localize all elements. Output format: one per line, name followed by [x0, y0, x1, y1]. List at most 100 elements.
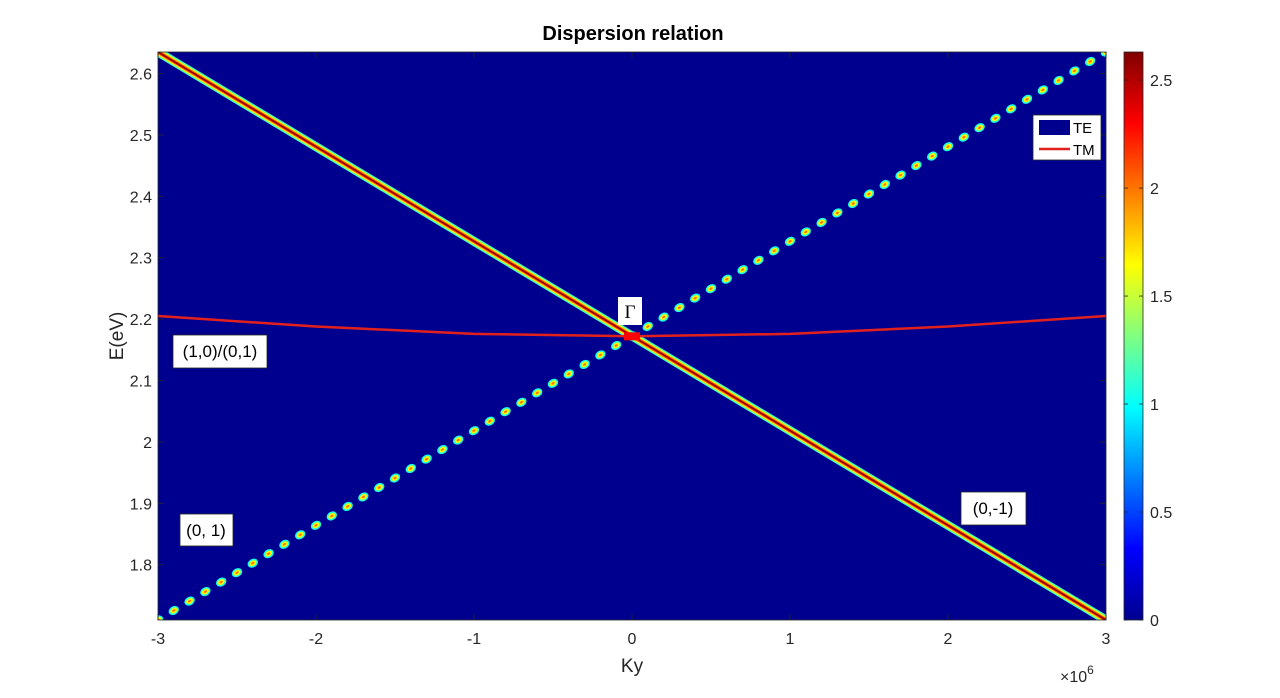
te-branch-dot-peak: [867, 192, 871, 196]
te-branch-dot-peak: [946, 145, 950, 149]
te-branch-dot: [848, 198, 859, 209]
te-branch-dot-peak: [1025, 97, 1029, 101]
te-branch-dot-peak: [661, 315, 666, 319]
te-branch-dot-peak: [535, 391, 539, 395]
te-branch-dot-peak: [158, 618, 160, 620]
te-branch-dot: [358, 492, 369, 502]
te-branch-dot: [658, 312, 669, 322]
y-tick-label: 2.5: [130, 128, 152, 145]
te-branch-dot-peak: [361, 495, 366, 499]
te-branch-dot-peak: [409, 467, 413, 470]
annotation-mode-0-neg1-text: (0,-1): [973, 499, 1014, 518]
y-tick-label: 2.1: [130, 374, 152, 391]
te-branch-dot: [516, 397, 527, 407]
te-branch-dot-peak: [424, 457, 429, 461]
colorbar-tick-label: 0.5: [1150, 505, 1172, 522]
te-branch-dot-peak: [993, 116, 998, 120]
te-branch-dot: [326, 511, 337, 521]
te-branch-dot: [1037, 85, 1048, 95]
te-branch-dot-peak: [646, 325, 650, 328]
x-tick-label: -1: [467, 631, 481, 648]
te-branch-dot: [990, 113, 1001, 123]
colorbar-ticks: 0 0.5 1 1.5 2 2.5: [1124, 73, 1172, 630]
annotation-tm-mode-box: [172, 334, 268, 369]
colorbar: 0 0.5 1 1.5 2 2.5: [1123, 51, 1172, 630]
te-branch-dot: [389, 473, 401, 483]
te-branch-dot: [500, 407, 511, 417]
te-branch-dot: [784, 236, 796, 246]
y-tick-label: 1.8: [130, 558, 152, 575]
te-branch-dot-peak: [851, 202, 855, 205]
te-branch-dot: [405, 463, 416, 474]
chart-title: Dispersion relation: [542, 23, 723, 45]
x-exponent-base: ×10: [1060, 669, 1087, 686]
te-branch-dot: [879, 179, 890, 190]
y-axis: 1.8 1.9 2 2.1 2.2 2.3 2.4 2.5 2.6: [130, 66, 1106, 575]
te-branch-dot: [674, 303, 685, 313]
te-branch-dot: [832, 208, 843, 218]
te-branch-dot-peak: [898, 173, 903, 177]
y-tick-label: 2.3: [130, 251, 152, 268]
te-branch-dot-peak: [1041, 88, 1045, 92]
te-branch-dot-peak: [503, 410, 508, 414]
te-branch-dot-peak: [519, 400, 524, 404]
te-branch-dot: [1053, 75, 1064, 85]
te-branch-dot: [737, 265, 748, 275]
y-axis-label: E(eV): [107, 312, 128, 361]
colorbar-tick-label: 0: [1150, 613, 1159, 630]
te-branch-dot-core: [1102, 52, 1106, 55]
te-branch-dot-peak: [883, 183, 887, 186]
te-branch-dot-peak: [172, 609, 176, 612]
te-branch-dot-peak: [1009, 107, 1013, 111]
te-branch-dot: [974, 123, 985, 133]
te-branch-dot: [158, 615, 164, 620]
te-branch-dot-peak: [1088, 60, 1092, 63]
te-branch-dot-peak: [914, 164, 919, 167]
te-branch-dot: [863, 189, 875, 199]
te-branch-dot: [895, 170, 906, 180]
te-branch-dot: [705, 284, 717, 294]
te-branch-dot: [816, 217, 827, 227]
te-branch-dot-peak: [1072, 69, 1077, 73]
te-branch-dot-peak: [725, 277, 729, 281]
te-branch-dot-peak: [677, 306, 682, 309]
y-tick-label: 2.6: [130, 66, 152, 83]
te-branch-dot: [690, 293, 701, 303]
te-branch-dot-peak: [551, 381, 555, 385]
annotation-tm-mode-text: (1,0)/(0,1): [183, 342, 258, 361]
annotation-gamma-box: [618, 297, 642, 325]
te-branch-dot: [374, 482, 385, 493]
te-branch-dot-peak: [187, 599, 192, 603]
te-branch-dot-peak: [772, 249, 776, 253]
colorbar-tick-label: 2.5: [1150, 73, 1172, 90]
te-branch-dot: [484, 416, 495, 426]
y-tick-label: 2: [143, 435, 152, 452]
te-branch-dot: [532, 388, 543, 398]
te-branch-dot-peak: [819, 221, 824, 224]
te-branch-dot-peak: [709, 287, 713, 291]
te-branch-dot: [279, 539, 290, 549]
x-tick-label: -3: [151, 631, 165, 648]
te-branch-dot-peak: [1104, 52, 1106, 54]
te-branch-dot: [231, 568, 243, 578]
x-tick-label: 3: [1102, 631, 1111, 648]
te-branch-dot: [1100, 52, 1106, 57]
te-branch-dot: [595, 350, 606, 360]
y-tick-label: 1.9: [130, 496, 152, 513]
te-branch-dot-peak: [251, 561, 255, 565]
te-branch-dot-peak: [788, 239, 792, 243]
annotation-mode-0-neg1-box: [960, 491, 1027, 526]
te-branch-dot-peak: [235, 571, 239, 575]
te-branch-dot: [800, 227, 811, 237]
te-branch-dot: [753, 255, 764, 265]
te-branch-dot: [295, 530, 306, 540]
x-tick-label: -2: [309, 631, 323, 648]
te-branch-dot: [342, 501, 353, 511]
te-branch-dot: [1021, 94, 1033, 104]
x-exponent-power: 6: [1087, 663, 1094, 677]
x-tick-label: 1: [786, 631, 795, 648]
te-branch-dot: [263, 549, 274, 559]
y-tick-label: 2.4: [130, 189, 152, 206]
x-axis-label: Ky: [621, 656, 644, 677]
